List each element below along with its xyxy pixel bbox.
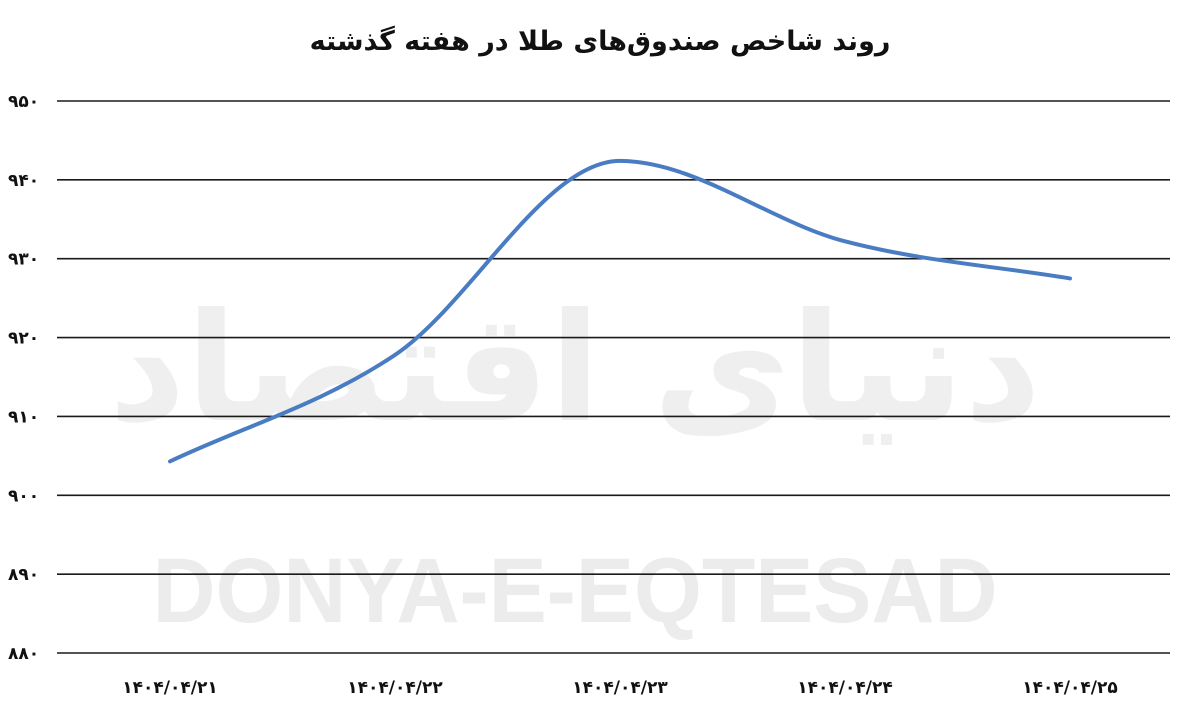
gridlines <box>57 100 1170 654</box>
x-tick-label: ۱۴۰۴/۰۴/۲۵ <box>1022 678 1117 698</box>
y-tick-label: ۹۴۰ <box>8 171 39 191</box>
series-line-0 <box>168 158 1072 464</box>
series-layer <box>168 158 1072 464</box>
x-axis-ticks: ۱۴۰۴/۰۴/۲۱ ۱۴۰۴/۰۴/۲۲ ۱۴۰۴/۰۴/۲۳ ۱۴۰۴/۰۴/۲۴… <box>122 678 1117 698</box>
y-tick-label: ۹۵۰ <box>8 92 39 112</box>
x-tick-label: ۱۴۰۴/۰۴/۲۳ <box>572 678 668 698</box>
y-tick-label: ۹۲۰ <box>8 329 39 349</box>
y-tick-label: ۹۱۰ <box>8 407 39 427</box>
y-axis-ticks: ۸۸۰ ۸۹۰ ۹۰۰ ۹۱۰ ۹۲۰ ۹۳۰ ۹۴۰ ۹۵۰ <box>8 92 39 664</box>
watermark-logo: دنیای اقتصاد <box>109 282 1042 456</box>
y-tick-label: ۹۳۰ <box>8 250 39 270</box>
x-tick-label: ۱۴۰۴/۰۴/۲۱ <box>122 678 217 698</box>
watermark: دنیای اقتصاد DONYA-E-EQTESAD <box>109 282 1042 642</box>
y-tick-label: ۹۰۰ <box>8 486 39 506</box>
chart-title: روند شاخص صندوق‌های طلا در هفته گذشته <box>310 25 891 57</box>
watermark-text: DONYA-E-EQTESAD <box>153 540 998 642</box>
x-tick-label: ۱۴۰۴/۰۴/۲۲ <box>347 678 443 698</box>
y-tick-label: ۸۹۰ <box>8 565 39 585</box>
y-tick-label: ۸۸۰ <box>8 644 39 664</box>
x-tick-label: ۱۴۰۴/۰۴/۲۴ <box>797 678 892 698</box>
